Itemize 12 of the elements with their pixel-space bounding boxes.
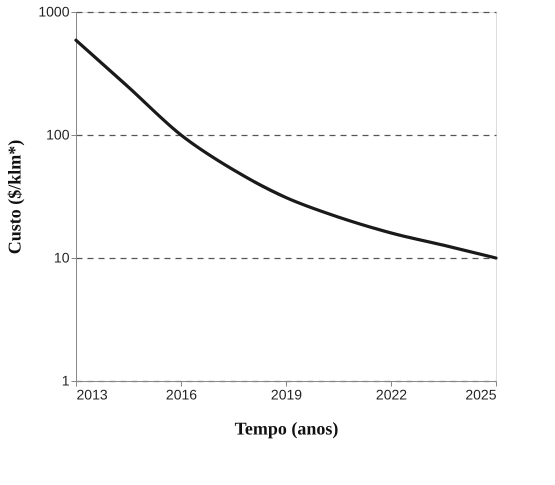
x-tick-label: 2022 [376, 386, 408, 402]
x-tick-label: 2019 [270, 386, 302, 402]
y-tick-label: 10 [54, 250, 70, 266]
y-axis-title: Custo ($/klm*) [4, 140, 24, 254]
x-tick-label: 2013 [76, 386, 108, 402]
line-series [74, 38, 498, 260]
x-axis-title: Tempo (anos) [234, 418, 338, 438]
x-tick-label: 2016 [166, 386, 198, 402]
y-tick-label: 100 [46, 126, 70, 142]
x-tick-label: 2025 [465, 386, 497, 402]
y-tick-label: 1000 [38, 4, 70, 20]
y-tick-label: 1 [62, 372, 70, 388]
